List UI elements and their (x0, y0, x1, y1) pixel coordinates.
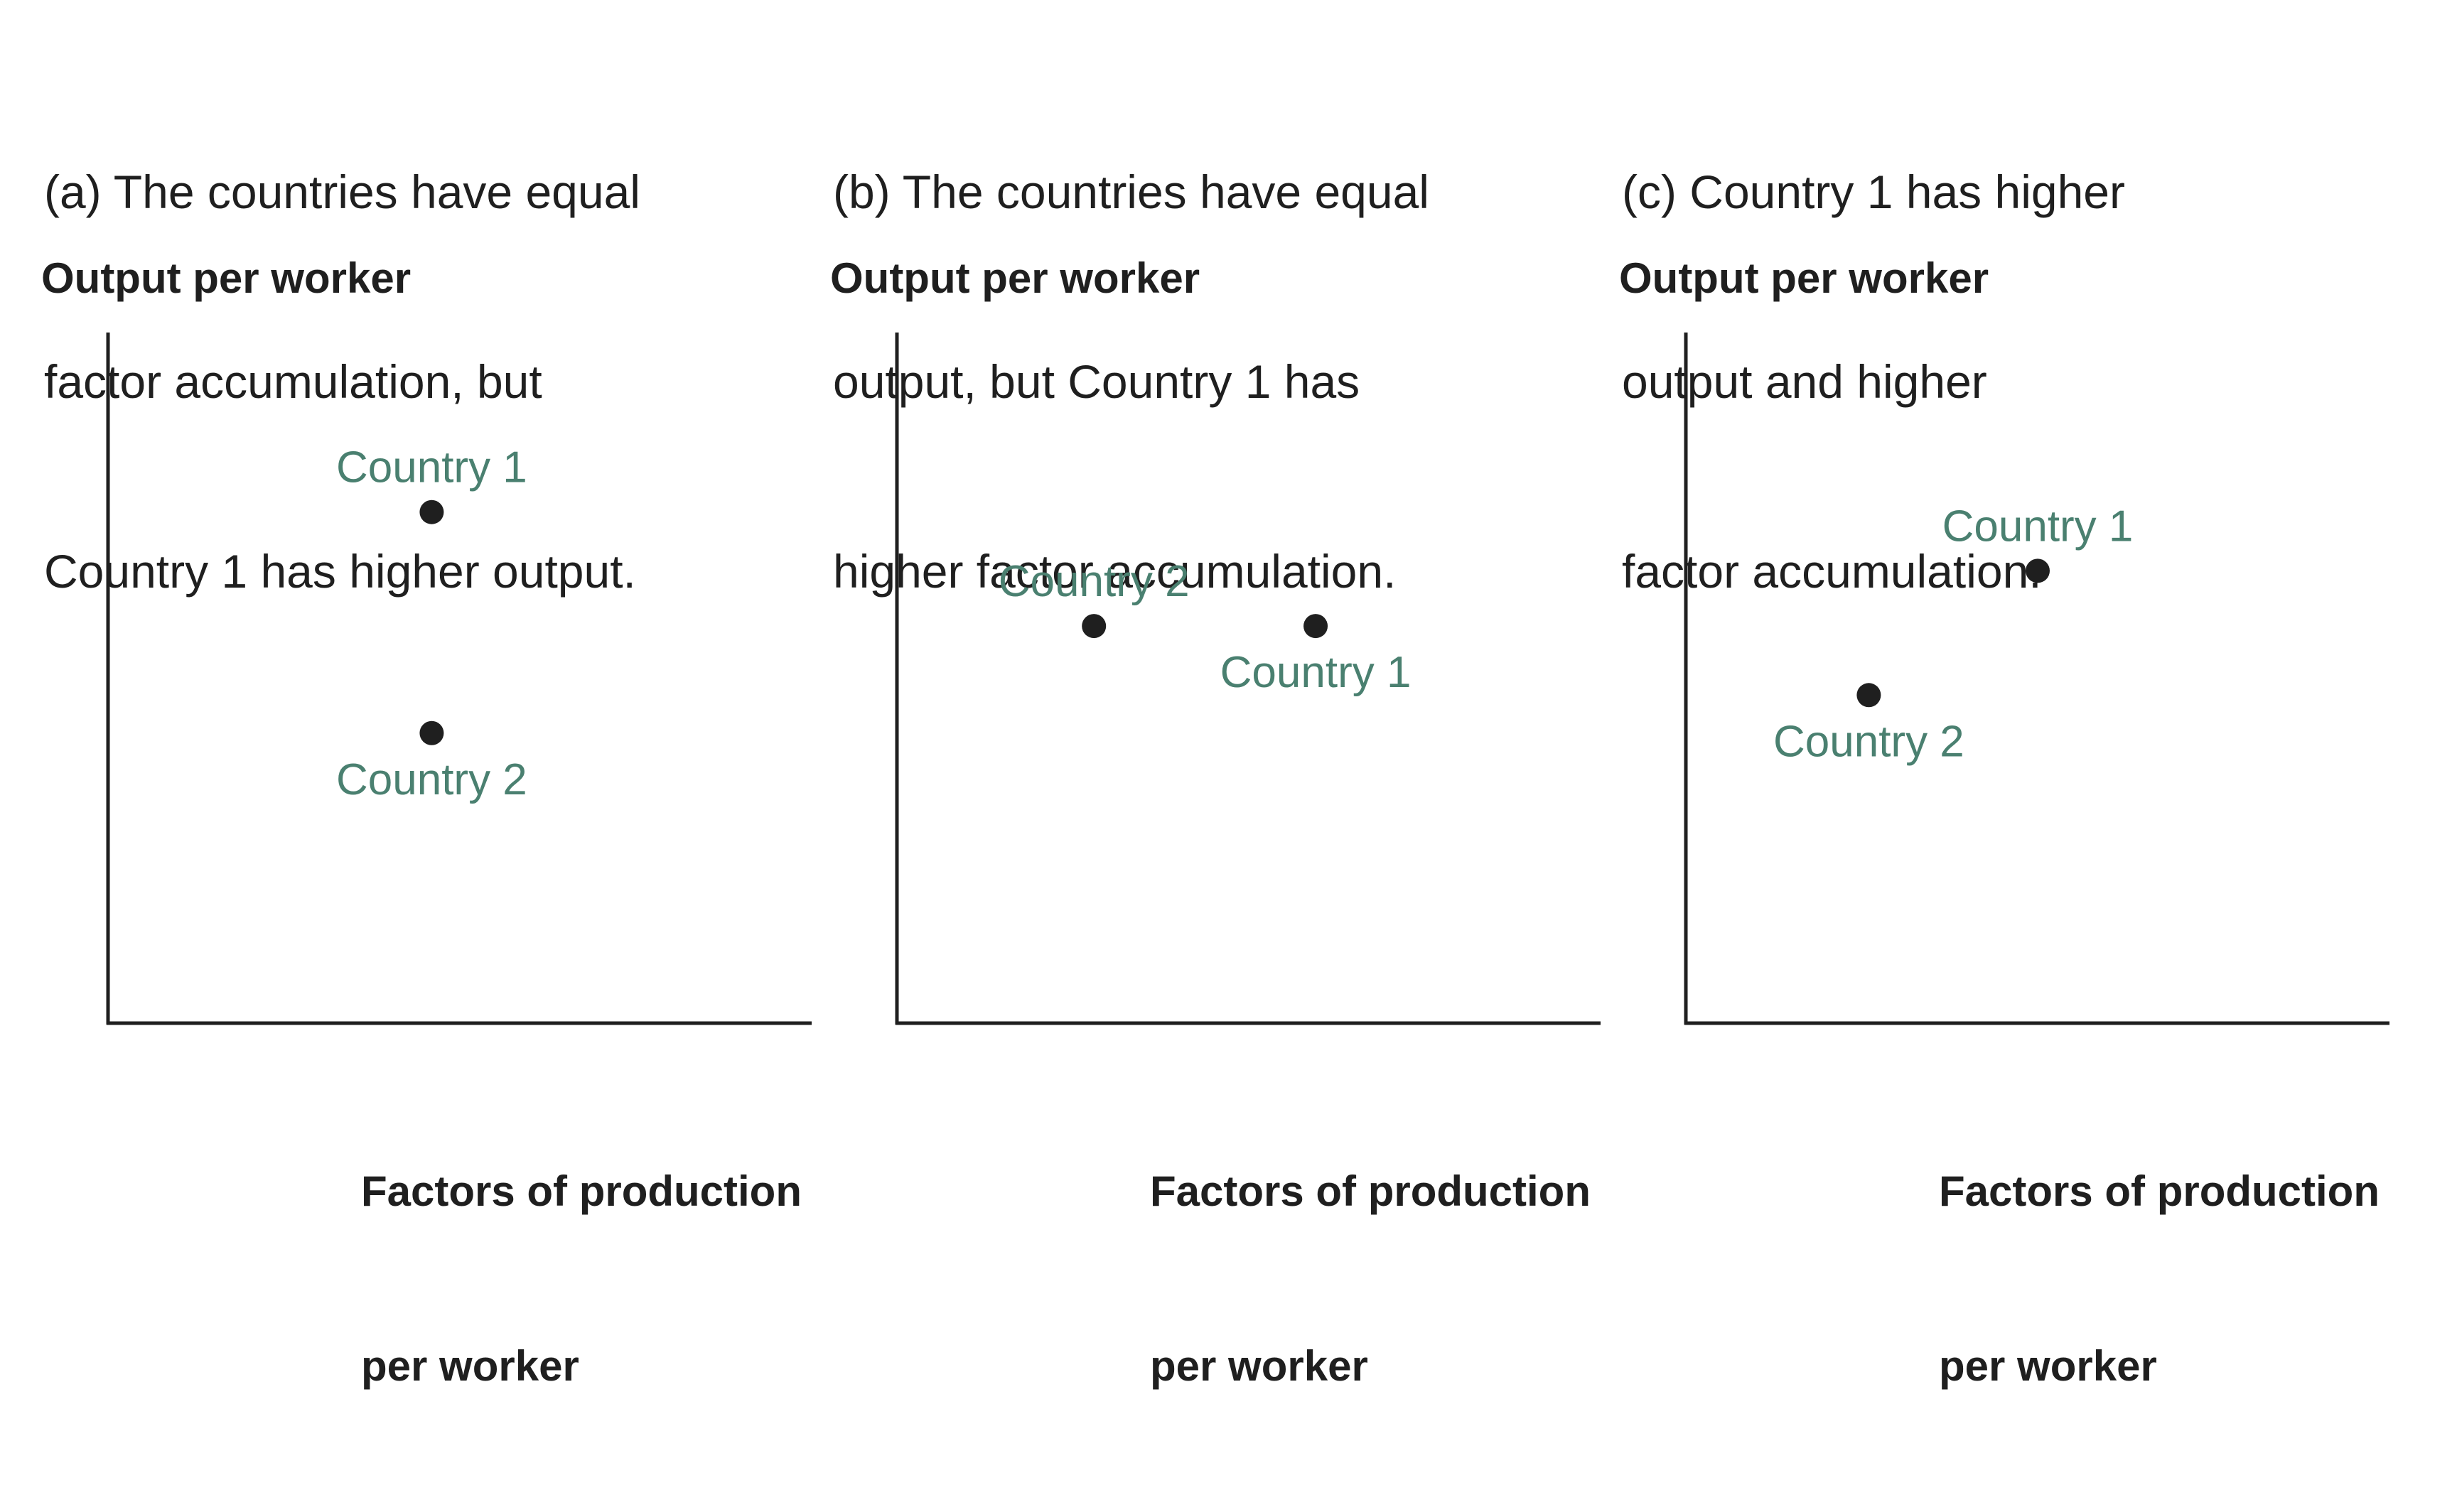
caption-line: (a) The countries have equal (44, 166, 640, 218)
x-axis-label: Factors of production per worker (361, 1046, 802, 1512)
caption-line: higher factor accumulation. (833, 545, 1397, 598)
caption-line: output, but Country 1 has (833, 355, 1360, 408)
data-label: Country 1 (336, 443, 527, 492)
data-label: Country 2 (1773, 717, 1964, 766)
data-point (419, 500, 444, 524)
data-label: Country 1 (1220, 648, 1412, 697)
chart-plot: Country 2 Country 1 (895, 333, 1601, 1025)
x-axis-label-line: per worker (361, 1342, 579, 1390)
x-axis-label: Factors of production per worker (1939, 1046, 2380, 1512)
caption-line: factor accumulation, but (44, 355, 542, 408)
data-label: Country 2 (999, 557, 1190, 606)
data-point (1082, 614, 1107, 639)
caption-line: Country 1 has higher output. (44, 545, 636, 598)
panel-caption: (b) The countries have equal output, but… (833, 34, 1429, 730)
panel-a: (a) The countries have equal factor accu… (41, 0, 833, 1390)
x-axis-label-line: Factors of production (1150, 1167, 1591, 1215)
y-axis-label: Output per worker (41, 254, 412, 302)
y-axis-label: Output per worker (830, 254, 1200, 302)
caption-line: factor accumulation. (1622, 545, 2042, 598)
panel-c: (c) Country 1 has higher output and high… (1619, 0, 2411, 1390)
panel-b: (b) The countries have equal output, but… (830, 0, 1622, 1390)
data-point (1856, 683, 1881, 708)
x-axis-label-line: Factors of production (361, 1167, 802, 1215)
x-axis-label-line: per worker (1150, 1342, 1368, 1390)
data-point (2026, 558, 2050, 583)
panel-caption: (a) The countries have equal factor accu… (44, 34, 640, 730)
data-label: Country 1 (1942, 502, 2134, 551)
data-point (419, 720, 444, 745)
x-axis-label: Factors of production per worker (1150, 1046, 1591, 1512)
x-axis-label-line: per worker (1939, 1342, 2157, 1390)
data-point (1303, 614, 1328, 639)
chart-plot: Country 1 Country 2 (1684, 333, 2389, 1025)
chart-plot: Country 1 Country 2 (106, 333, 812, 1025)
data-label: Country 2 (336, 755, 527, 804)
caption-line: (c) Country 1 has higher (1622, 166, 2125, 218)
y-axis-label: Output per worker (1619, 254, 1989, 302)
caption-line: (b) The countries have equal (833, 166, 1429, 218)
x-axis-label-line: Factors of production (1939, 1167, 2380, 1215)
